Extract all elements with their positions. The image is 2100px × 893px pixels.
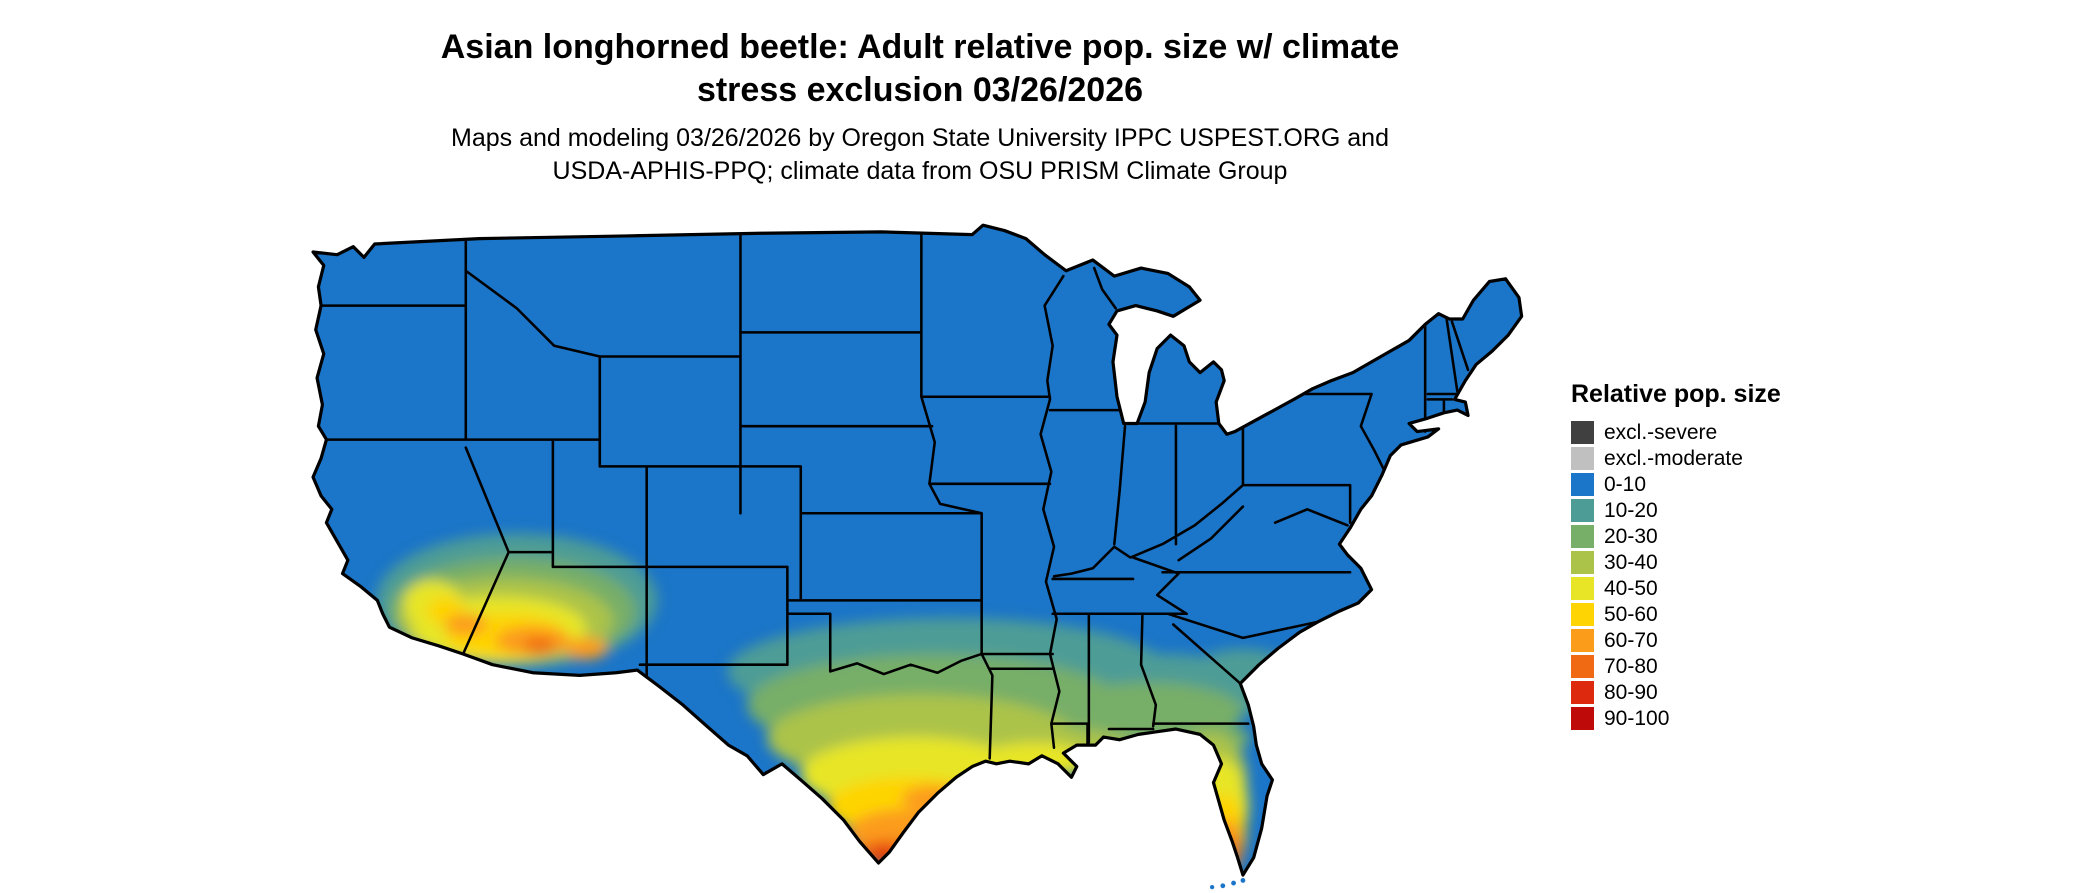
legend-item-label: 70-80 [1604,655,1658,678]
legend-item: 10-20 [1571,499,1831,522]
map-credits-line1: Maps and modeling 03/26/2026 by Oregon S… [451,124,1389,152]
legend-item: 70-80 [1571,655,1831,678]
legend-swatch [1571,473,1594,496]
legend-item: 30-40 [1571,551,1831,574]
us-map-svg [311,223,1524,890]
legend-item: 90-100 [1571,707,1831,730]
legend-item-label: excl.-severe [1604,421,1718,444]
legend-swatch [1571,629,1594,652]
legend-item: 0-10 [1571,473,1831,496]
legend-item-label: 30-40 [1604,551,1658,574]
legend-item-label: 40-50 [1604,577,1658,600]
legend-item-label: 10-20 [1604,499,1658,522]
legend-swatch [1571,551,1594,574]
legend-item-label: 80-90 [1604,681,1658,704]
legend-item-label: excl.-moderate [1604,447,1743,470]
legend-swatch [1571,707,1594,730]
state-borders [317,231,1470,760]
legend-item-label: 90-100 [1604,707,1670,730]
legend-items: excl.-severe excl.-moderate 0-10 10-20 20-30… [1571,421,1831,730]
legend-swatch [1571,681,1594,704]
legend-swatch [1571,499,1594,522]
legend-swatch [1571,603,1594,626]
legend: Relative pop. size excl.-severe excl.-mod… [1571,380,1831,733]
map-credits-line2: USDA-APHIS-PPQ; climate data from OSU PR… [552,157,1288,185]
map-credits: Maps and modeling 03/26/2026 by Oregon S… [451,122,1389,188]
map-title-line1: Asian longhorned beetle: Adult relative … [440,28,1400,66]
us-map [305,222,1527,893]
legend-item: 20-30 [1571,525,1831,548]
legend-item: 50-60 [1571,603,1831,626]
legend-item-label: 0-10 [1604,473,1647,496]
legend-item-label: 50-60 [1604,603,1658,626]
legend-swatch [1571,525,1594,548]
legend-swatch [1571,447,1594,470]
legend-item-label: 20-30 [1604,525,1658,548]
legend-item: 60-70 [1571,629,1831,652]
us-outline [311,223,1524,877]
legend-title: Relative pop. size [1571,380,1781,408]
map-title-line2: stress exclusion 03/26/2026 [696,70,1144,109]
legend-item: excl.-moderate [1571,447,1831,470]
florida-keys-dots [1209,878,1246,890]
legend-swatch [1571,655,1594,678]
legend-item: excl.-severe [1571,421,1831,444]
legend-item: 80-90 [1571,681,1831,704]
map-fill-layer [313,225,1522,876]
map-title: Asian longhorned beetle: Adult relative … [441,26,1399,111]
legend-swatch [1571,421,1594,444]
legend-item: 40-50 [1571,577,1831,600]
legend-item-label: 60-70 [1604,629,1658,652]
legend-swatch [1571,577,1594,600]
